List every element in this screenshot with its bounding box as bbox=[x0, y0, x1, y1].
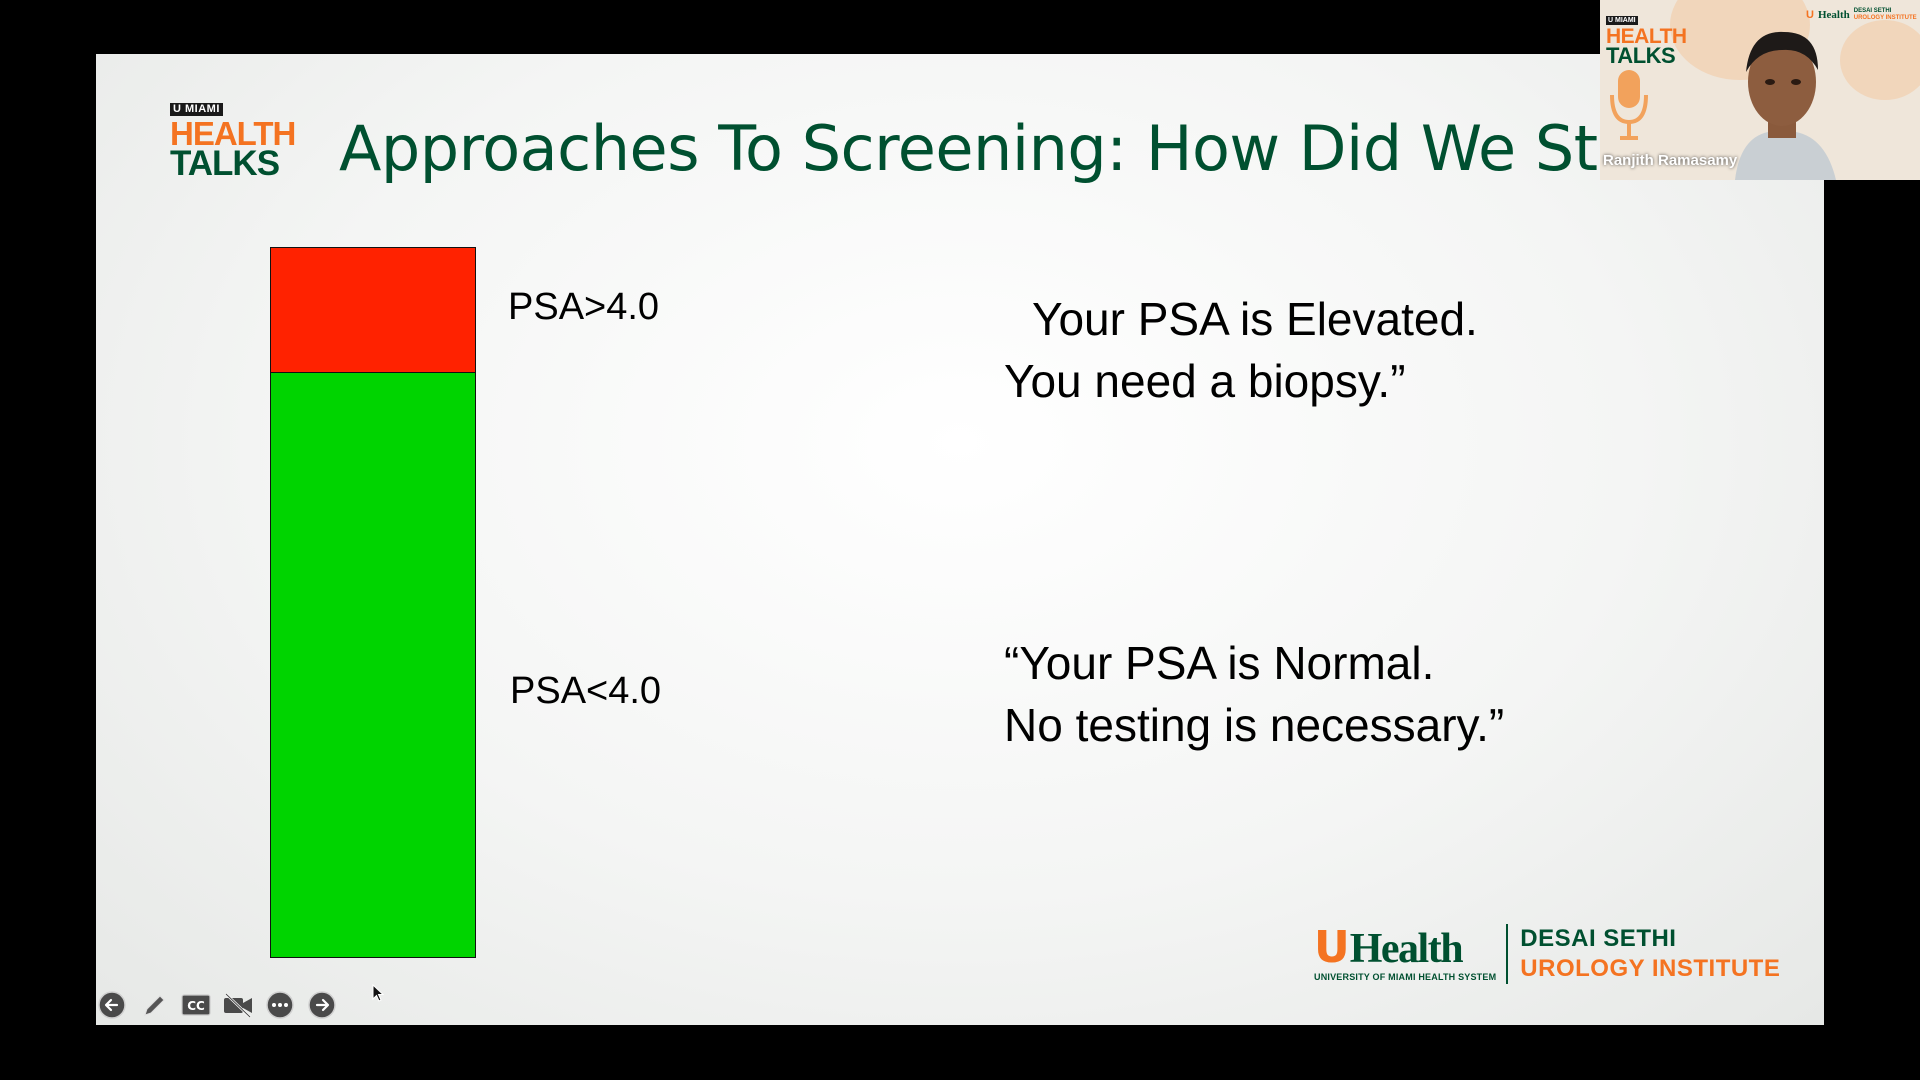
webcam-logo-talks: TALKS bbox=[1606, 43, 1676, 68]
uhealth-u: U bbox=[1314, 922, 1350, 973]
previous-slide-button[interactable] bbox=[96, 989, 128, 1021]
psa-high-label: PSA>4.0 bbox=[508, 286, 660, 328]
webcam-brand-institute: DESAI SETHI UROLOGY INSTITUTE bbox=[1854, 8, 1917, 22]
more-options-button[interactable] bbox=[264, 989, 296, 1021]
health-talks-logo: U MIAMI HEALTH TALKS bbox=[170, 100, 300, 181]
slide-title: Approaches To Screening: How Did We Star… bbox=[339, 112, 1717, 185]
more-icon bbox=[266, 991, 294, 1019]
arrow-left-icon bbox=[98, 991, 126, 1019]
institute-name: DESAI SETHI UROLOGY INSTITUTE bbox=[1520, 924, 1780, 984]
elevated-quote: Your PSA is Elevated. You need a biopsy.… bbox=[1004, 288, 1478, 412]
psa-normal-bar-segment bbox=[270, 372, 476, 958]
u-miami-tag: U MIAMI bbox=[170, 103, 223, 116]
arrow-right-icon bbox=[308, 991, 336, 1019]
uhealth-health: Health bbox=[1349, 926, 1464, 972]
webcam-u-miami-tag: U MIAMI bbox=[1606, 16, 1638, 25]
cc-icon: CC bbox=[181, 994, 211, 1016]
webcam-health-talks-logo: U MIAMI HEALTH TALKS bbox=[1606, 10, 1687, 67]
speaker-video bbox=[1610, 31, 1836, 180]
brand-divider bbox=[1506, 924, 1509, 984]
institute-line1: DESAI SETHI bbox=[1520, 925, 1677, 952]
video-off-icon bbox=[224, 993, 252, 1018]
webcam-logo-health: HEALTH bbox=[1606, 25, 1687, 48]
webcam-brand-u: U bbox=[1806, 9, 1814, 21]
psa-elevated-bar-segment bbox=[270, 247, 476, 375]
next-slide-button[interactable] bbox=[306, 989, 338, 1021]
pen-tool-button[interactable] bbox=[138, 989, 170, 1021]
elevated-quote-line1: Your PSA is Elevated. bbox=[1032, 293, 1478, 345]
uhealth-brand: U Health UNIVERSITY OF MIAMI HEALTH SYST… bbox=[1314, 924, 1780, 984]
uhealth-logo: U Health UNIVERSITY OF MIAMI HEALTH SYST… bbox=[1314, 922, 1497, 983]
slideshow-controls: CC bbox=[96, 989, 338, 1021]
speaker-webcam-tile[interactable]: U MIAMI HEALTH TALKS U Health DESAI SETH… bbox=[1600, 0, 1920, 180]
webcam-brand-inst-line2: UROLOGY INSTITUTE bbox=[1853, 15, 1917, 21]
normal-quote-line1: “Your PSA is Normal. bbox=[1004, 637, 1435, 689]
logo-health-text: HEALTH bbox=[170, 115, 296, 152]
webcam-brand-health: Health bbox=[1817, 9, 1850, 21]
captions-button[interactable]: CC bbox=[180, 989, 212, 1021]
presentation-slide: U MIAMI HEALTH TALKS Approaches To Scree… bbox=[96, 54, 1824, 1025]
psa-low-label: PSA<4.0 bbox=[510, 670, 662, 712]
speaker-name-label: Ranjith Ramasamy bbox=[1603, 152, 1738, 169]
logo-talks-text: TALKS bbox=[170, 144, 280, 183]
normal-quote: “Your PSA is Normal. No testing is neces… bbox=[1004, 632, 1504, 756]
podcast-microphone-icon bbox=[1610, 70, 1648, 140]
webcam-brand-inst-line1: DESAI SETHI bbox=[1853, 8, 1892, 14]
pen-icon bbox=[144, 995, 165, 1016]
elevated-quote-line2: You need a biopsy.” bbox=[1004, 355, 1406, 407]
svg-text:CC: CC bbox=[187, 999, 205, 1013]
mouse-cursor-icon bbox=[372, 984, 385, 1002]
camera-toggle-button[interactable] bbox=[222, 989, 254, 1021]
webcam-bg-shape bbox=[1840, 20, 1920, 100]
normal-quote-line2: No testing is necessary.” bbox=[1004, 699, 1505, 751]
institute-line2: UROLOGY INSTITUTE bbox=[1520, 955, 1781, 982]
webcam-uhealth-brand: U Health DESAI SETHI UROLOGY INSTITUTE bbox=[1806, 8, 1917, 22]
uhealth-subtitle: UNIVERSITY OF MIAMI HEALTH SYSTEM bbox=[1314, 972, 1497, 982]
